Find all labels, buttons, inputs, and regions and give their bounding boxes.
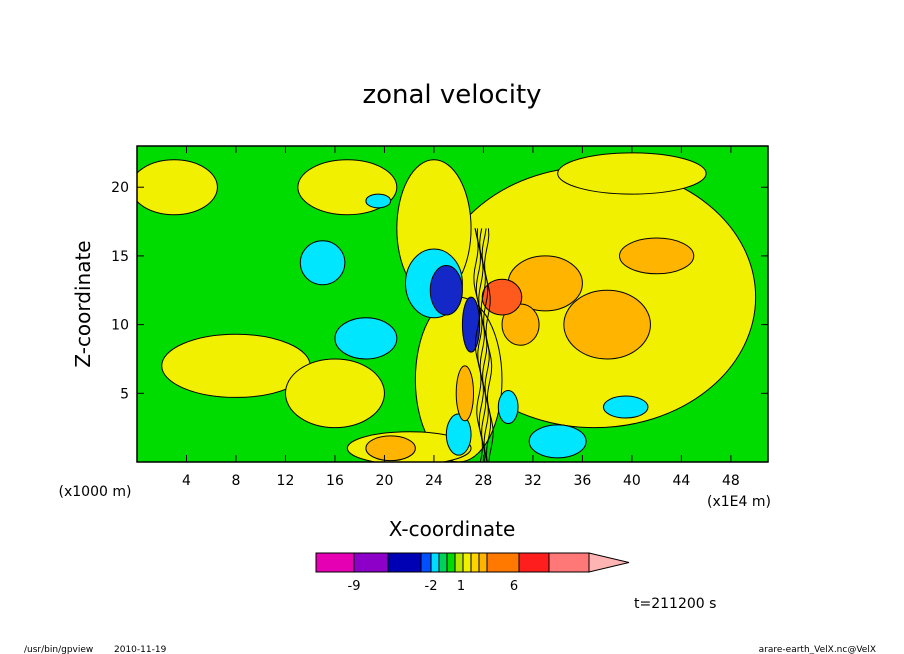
colorbar-tick-label: -2: [425, 579, 438, 594]
colorbar-cell: [518, 552, 550, 573]
y-tick-label: 10: [111, 318, 129, 334]
central-contour-line: [474, 228, 486, 462]
contour-region-neg: [299, 240, 346, 286]
colorbar-cell: [548, 552, 590, 573]
y-axis-unit: (x1000 m): [59, 484, 132, 500]
contour-region-pos-mid: [455, 365, 475, 422]
colorbar-cell: [438, 552, 448, 573]
x-tick-label: 8: [232, 473, 241, 489]
y-tick-label: 15: [111, 249, 129, 265]
x-tick-label: 40: [623, 473, 641, 489]
colorbar-cell: [446, 552, 456, 573]
contour-field: [137, 152, 757, 462]
x-tick-label: 28: [475, 473, 493, 489]
colorbar-tick-label: 1: [457, 579, 465, 594]
footer-program: /usr/bin/gpview: [24, 645, 93, 654]
x-tick-label: 12: [277, 473, 295, 489]
plot-frame: [136, 145, 769, 463]
x-axis-unit: (x1E4 m): [707, 494, 771, 510]
x-tick-label: 32: [524, 473, 542, 489]
x-tick-label: 24: [425, 473, 443, 489]
contour-region-neg: [334, 317, 398, 360]
contour-region-pos-mid: [365, 435, 416, 462]
contour-region-pos: [284, 358, 385, 429]
x-tick-label: 44: [672, 473, 690, 489]
central-contour-line: [484, 228, 494, 462]
x-tick-label: 36: [573, 473, 591, 489]
footer-source: arare-earth_VelX.nc@VelX: [759, 645, 876, 654]
colorbar: -9 -2 1 6: [315, 552, 630, 594]
chart-title: zonal velocity: [362, 80, 541, 110]
colorbar-arrow: [588, 552, 630, 573]
colorbar-cell: [470, 552, 480, 573]
time-label: t=211200 s: [634, 596, 716, 612]
colorbar-cell: [486, 552, 520, 573]
x-axis-label: X-coordinate: [389, 517, 516, 541]
contour-region-pos-mid: [563, 289, 651, 360]
contour-region-neg: [365, 193, 392, 209]
colorbar-cell: [430, 552, 440, 573]
y-tick-label: 5: [120, 386, 129, 402]
contour-region-neg: [528, 424, 587, 459]
y-tick-label: 20: [111, 180, 129, 196]
x-tick-label: 48: [722, 473, 740, 489]
colorbar-cell: [454, 552, 464, 573]
colorbar-tick-label: 6: [510, 579, 518, 594]
colorbar-tick-label: -9: [348, 579, 361, 594]
contour-region-pos: [557, 152, 707, 195]
colorbar-cell: [478, 552, 488, 573]
central-contour-line: [473, 228, 483, 462]
colorbar-cell: [462, 552, 472, 573]
contour-region-neg-strong: [461, 296, 481, 353]
x-tick-label: 16: [326, 473, 344, 489]
colorbar-cell: [315, 552, 355, 573]
contour-region-neg: [497, 390, 519, 425]
x-tick-label: 20: [376, 473, 394, 489]
central-contour-line: [476, 228, 488, 462]
contour-region-pos-mid: [619, 237, 695, 275]
footer-date: 2010-11-19: [114, 645, 167, 654]
colorbar-cell: [420, 552, 432, 573]
contour-region-neg: [602, 395, 649, 419]
colorbar-cell: [387, 552, 422, 573]
contour-region-pos: [137, 159, 218, 216]
y-axis-label: Z-coordinate: [71, 240, 95, 367]
colorbar-cell: [353, 552, 389, 573]
x-tick-label: 4: [182, 473, 191, 489]
contour-region-neg-strong: [429, 265, 463, 316]
